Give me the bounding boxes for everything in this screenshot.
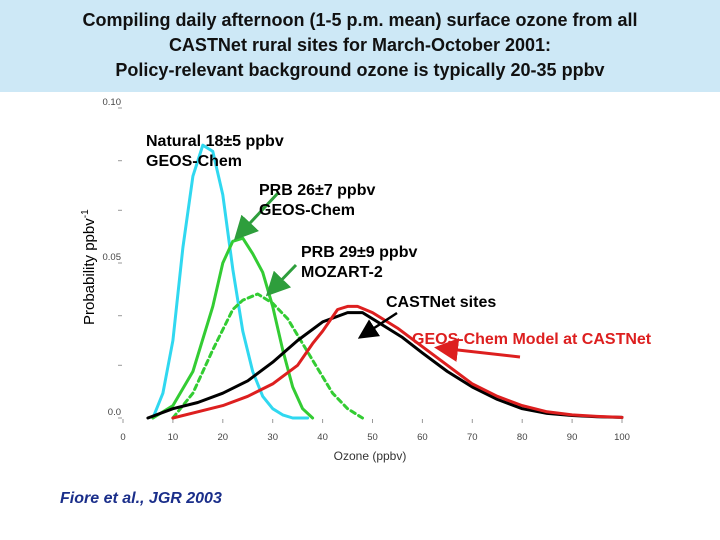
annotation-natural-line-2: GEOS-Chem bbox=[146, 153, 243, 170]
series-line-prb-mozart bbox=[171, 292, 364, 420]
y-tick-label: 0.05 bbox=[103, 252, 122, 263]
natural-arrow bbox=[233, 191, 280, 241]
annotation-castnet: CASTNet sites bbox=[386, 294, 497, 311]
annotation-prb-geos-line-2: GEOS-Chem bbox=[259, 202, 356, 219]
title-line-2: CASTNet rural sites for March-October 20… bbox=[168, 35, 552, 55]
x-tick-label: 100 bbox=[614, 432, 630, 443]
title-line-1: Compiling daily afternoon (1-5 p.m. mean… bbox=[82, 10, 638, 30]
axes: 0 10 20 30 40 50 60 70 80 90 100 0.0 0.05 0.10 bbox=[103, 97, 630, 443]
x-tick-label: 70 bbox=[467, 432, 478, 443]
x-tick-label: 60 bbox=[417, 432, 428, 443]
x-tick-label: 90 bbox=[567, 432, 578, 443]
castnet-arrow bbox=[357, 311, 398, 339]
prb-mozart-arrow bbox=[265, 263, 298, 297]
annotation-natural-line-1: Natural 18±5 ppbv bbox=[146, 133, 284, 150]
x-tick-label: 10 bbox=[168, 432, 179, 443]
annotation-prb-geos: PRB 26±7 ppbv GEOS-Chem bbox=[259, 181, 375, 221]
model-at-castnet-arrow bbox=[434, 338, 521, 362]
annotation-prb-mozart: PRB 29±9 ppbv MOZART-2 bbox=[301, 243, 417, 283]
series-line-model-at-castnet bbox=[171, 304, 624, 420]
x-tick-label: 80 bbox=[517, 432, 528, 443]
y-tick-label: 0.0 bbox=[108, 407, 121, 418]
citation: Fiore et al., JGR 2003 bbox=[60, 490, 222, 507]
y-tick-label: 0.10 bbox=[103, 97, 122, 108]
y-axis-label: Probability ppbv-1 bbox=[80, 209, 98, 325]
x-tick-label: 30 bbox=[267, 432, 278, 443]
annotation-model-at-castnet: GEOS-Chem Model at CASTNet bbox=[412, 331, 652, 348]
x-tick-label: 0 bbox=[120, 432, 125, 443]
series-line-natural bbox=[151, 143, 310, 420]
series-line-prb-geos bbox=[151, 236, 315, 420]
series-lines bbox=[146, 143, 624, 420]
annotation-prb-mozart-line-1: PRB 29±9 ppbv bbox=[301, 244, 418, 261]
x-axis-label: Ozone (ppbv) bbox=[334, 449, 407, 463]
title-line-3: Policy-relevant background ozone is typi… bbox=[115, 60, 605, 80]
annotation-arrows bbox=[233, 191, 521, 362]
title-banner: Compiling daily afternoon (1-5 p.m. mean… bbox=[0, 0, 720, 92]
x-tick-label: 40 bbox=[317, 432, 328, 443]
x-tick-label: 50 bbox=[367, 432, 378, 443]
x-tick-label: 20 bbox=[218, 432, 229, 443]
annotation-prb-mozart-line-2: MOZART-2 bbox=[301, 264, 383, 281]
series-line-castnet bbox=[146, 311, 624, 420]
annotation-prb-geos-line-1: PRB 26±7 ppbv bbox=[259, 182, 376, 199]
annotation-natural: Natural 18±5 ppbv GEOS-Chem bbox=[146, 132, 284, 172]
